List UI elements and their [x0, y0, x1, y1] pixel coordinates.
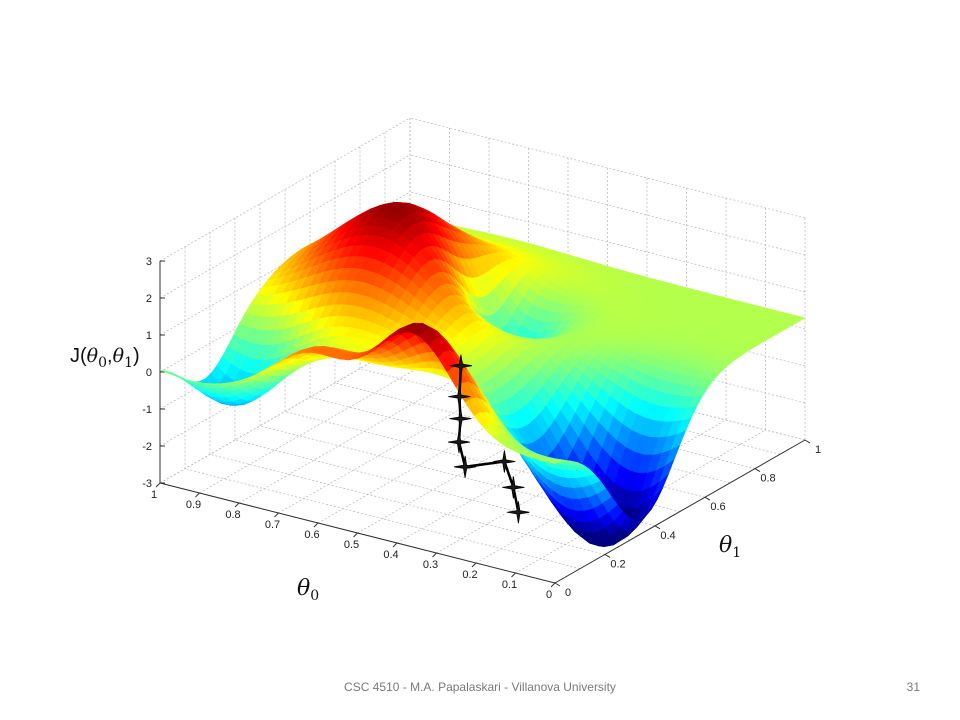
- y-tick-label: 0.2: [610, 558, 625, 570]
- descent-step-marker: [454, 455, 477, 478]
- descent-step-marker: [447, 431, 471, 454]
- grid-line: [159, 117, 411, 262]
- z-tick-label: 3: [146, 256, 152, 268]
- x-tick-mark: [234, 502, 240, 508]
- footer-text: CSC 4510 - M.A. Papalaskari - Villanova …: [344, 680, 616, 694]
- slide-number: 31: [906, 680, 920, 694]
- y-tick-label: 1: [815, 444, 821, 456]
- z-axis-label: J(θ0,θ1): [70, 345, 140, 371]
- x-tick-label: 0.9: [186, 499, 201, 511]
- x-tick-label: 0.5: [344, 539, 359, 551]
- x-tick-label: 0.7: [265, 519, 280, 531]
- y-tick-mark: [804, 439, 811, 444]
- grid-line: [199, 349, 450, 494]
- x-tick-mark: [471, 562, 477, 568]
- x-tick-mark: [195, 492, 200, 498]
- z-tick-label: 2: [146, 293, 152, 305]
- descent-step-marker: [493, 450, 516, 473]
- x-tick-label: 0.4: [383, 549, 398, 561]
- tick-labels: -3 -2 -1 0 1 2 3 0 0.1 0.2 0.3 0.4 0.5 0.6 0.7 0.8 0.9 1 0…: [142, 256, 821, 601]
- x-tick-mark: [511, 572, 516, 578]
- grid-line: [159, 339, 411, 484]
- x-tick-label: 0: [546, 589, 552, 601]
- x-tick-label: 0.6: [304, 529, 319, 541]
- y-tick-mark: [754, 468, 761, 473]
- x-tick-mark: [274, 512, 279, 518]
- y-tick-mark: [554, 582, 561, 587]
- y-tick-label: 0: [565, 587, 571, 599]
- y-tick-label: 0.8: [760, 473, 775, 485]
- x-tick-mark: [353, 532, 358, 538]
- grid-line: [238, 359, 490, 504]
- descent-step-marker: [448, 385, 471, 408]
- surface-layer: [159, 202, 806, 547]
- y-tick-mark: [604, 553, 611, 558]
- y-tick-mark: [704, 496, 711, 501]
- z-tick-label: 0: [146, 367, 152, 379]
- z-tick-label: -2: [142, 441, 152, 453]
- y-tick-label: 0.6: [710, 501, 725, 513]
- x-axis-label: θ0: [297, 576, 319, 604]
- z-tick-label: -1: [142, 404, 152, 416]
- y-tick-label: 0.4: [660, 530, 675, 542]
- x-tick-mark: [432, 552, 437, 558]
- descent-step-marker: [507, 501, 530, 524]
- descent-step-marker: [449, 354, 472, 377]
- x-tick-mark: [550, 582, 556, 588]
- x-tick-label: 0.2: [462, 569, 477, 581]
- x-tick-label: 0.8: [225, 509, 240, 521]
- x-tick-mark: [392, 542, 398, 548]
- descent-path: [447, 354, 530, 524]
- x-tick-label: 0.3: [423, 559, 438, 571]
- surface-patch: [789, 315, 806, 322]
- y-axis-label: θ1: [719, 533, 741, 561]
- x-tick-label: 0.1: [502, 579, 517, 591]
- z-tick-label: 1: [146, 330, 152, 342]
- x-tick-mark: [313, 522, 319, 528]
- x-tick-label: 1: [151, 489, 157, 501]
- grid-line: [159, 154, 411, 299]
- surface-plot: -3 -2 -1 0 1 2 3 0 0.1 0.2 0.3 0.4 0.5 0.6 0.7 0.8 0.9 1 0…: [70, 117, 821, 604]
- z-tick-label: -3: [142, 478, 152, 490]
- descent-step-marker: [449, 407, 472, 430]
- y-axis-line: [554, 439, 806, 584]
- x-tick-mark: [155, 482, 161, 488]
- y-tick-mark: [654, 525, 661, 530]
- descent-step-marker: [502, 476, 525, 499]
